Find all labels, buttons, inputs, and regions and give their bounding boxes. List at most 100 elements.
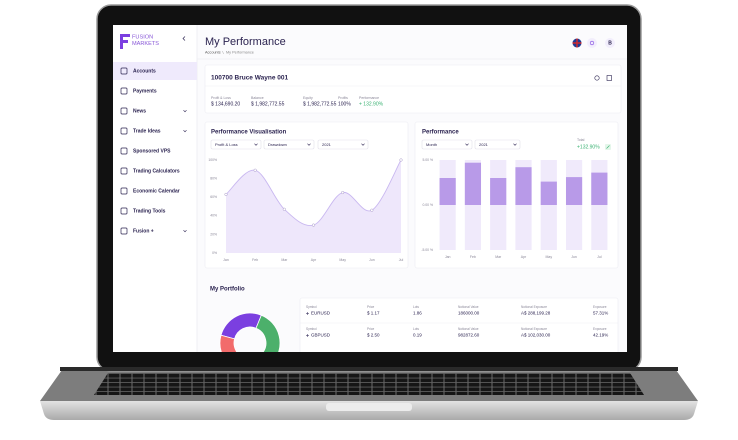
y-tick-label: 0.00 %: [422, 203, 433, 207]
cell-value: $ 2.50: [367, 333, 380, 338]
x-tick-label: Apr: [521, 255, 527, 259]
filter-select[interactable]: [317, 139, 369, 150]
stat-value: 100%: [338, 101, 351, 107]
breadcrumb-current: My Performance: [226, 51, 254, 55]
data-point: [370, 208, 374, 212]
cell-value: 57.31%: [593, 311, 608, 316]
share-icon[interactable]: [594, 75, 600, 81]
chevron-icon: [465, 143, 469, 146]
column-header: Exposure: [593, 327, 607, 331]
x-tick-label: Feb: [252, 258, 258, 262]
nav-item[interactable]: Sponsored VPS: [133, 148, 171, 154]
breadcrumb-link[interactable]: Accounts: [205, 51, 221, 55]
filter-select[interactable]: [421, 139, 473, 150]
nav-icon: [120, 167, 128, 175]
column-header: Price: [367, 327, 374, 331]
cell-value: 186000.00: [458, 311, 480, 316]
x-tick-label: Apr: [311, 258, 317, 262]
nav-active-background: [113, 62, 197, 80]
x-tick-label: Jan: [223, 258, 229, 262]
donut-segment: [255, 314, 281, 352]
filter-select[interactable]: [210, 139, 262, 150]
stat-label: Performance: [359, 96, 379, 100]
card: [299, 297, 619, 352]
nav-icon: [120, 87, 128, 95]
filter-select[interactable]: [474, 139, 521, 150]
bar: [515, 167, 532, 205]
y-tick-label: 40%: [210, 214, 217, 218]
filter-value[interactable]: Profit & Loss: [215, 142, 238, 147]
logo-text: FUSION: [132, 34, 153, 40]
y-tick-label: 0%: [212, 251, 217, 255]
bar: [540, 181, 557, 205]
filter-value[interactable]: Drawdown: [268, 142, 287, 147]
stat-label: Equity: [303, 96, 313, 100]
stat-value: $ 1,982,772.55: [251, 101, 285, 107]
bar: [464, 162, 482, 205]
filter-value[interactable]: 2021: [322, 142, 332, 147]
stat-label: Balance: [251, 96, 264, 100]
logo-text: MARKETS: [132, 41, 159, 47]
y-tick-label: 60%: [210, 195, 217, 199]
column-header: Symbol: [306, 305, 317, 309]
card: [204, 64, 622, 114]
nav-icon: [120, 227, 128, 235]
column-header: Price: [367, 305, 374, 309]
breadcrumb-separator: [222, 50, 224, 55]
avatar-initial: B: [608, 41, 612, 47]
bar: [565, 177, 583, 205]
card-title: Performance Visualisation: [211, 130, 287, 136]
notification-icon: [589, 40, 595, 46]
chevron-icon: [254, 143, 258, 146]
nav-item[interactable]: Payments: [133, 88, 157, 94]
data-point: [253, 168, 257, 172]
filter-value[interactable]: 2021: [479, 142, 489, 147]
stat-value: $ 134,690.20: [211, 101, 240, 107]
filter-select[interactable]: [263, 139, 315, 150]
cell-value: A$ 102,030.00: [521, 333, 551, 338]
chevron-icon: [307, 143, 311, 146]
column-header: Lots: [413, 327, 419, 331]
nav-icon: [120, 107, 128, 115]
nav-item[interactable]: Trading Calculators: [133, 168, 180, 174]
nav-item[interactable]: News: [133, 108, 146, 114]
area-fill: [226, 160, 401, 253]
data-point: [341, 191, 345, 195]
column-header: Symbol: [306, 327, 317, 331]
column-header: Notional Exposure: [521, 305, 547, 309]
nav-item[interactable]: Accounts: [133, 68, 156, 74]
stat-label: Profits: [338, 96, 348, 100]
chevron-icon: [183, 129, 187, 133]
nav-item[interactable]: Trading Tools: [133, 208, 166, 214]
bar: [439, 178, 456, 205]
bar: [490, 178, 507, 205]
total-value: +132.90%: [577, 144, 600, 150]
cell-value: A$ 288,199.28: [521, 311, 551, 316]
nav-item[interactable]: Trade Ideas: [133, 128, 161, 134]
trend-icon: [606, 145, 610, 149]
filter-value[interactable]: Month: [426, 142, 437, 147]
column-header: Exposure: [593, 305, 607, 309]
total-label: Total: [577, 138, 585, 142]
avatar[interactable]: [605, 38, 615, 48]
cell-value: GBPUSD: [311, 333, 331, 338]
nav-item[interactable]: Economic Calendar: [133, 188, 180, 194]
x-tick-label: May: [339, 258, 346, 262]
bar: [591, 172, 608, 205]
collapse-icon[interactable]: [182, 36, 186, 41]
cell-value: 0.19: [413, 333, 422, 338]
nav-item[interactable]: Fusion +: [133, 228, 154, 234]
nav-icon: [120, 187, 128, 195]
x-tick-label: May: [545, 255, 552, 259]
card-title: Performance: [422, 130, 459, 136]
data-point: [311, 223, 316, 227]
logo-icon: [120, 34, 130, 49]
copy-icon[interactable]: [606, 75, 612, 81]
y-tick-label: -5.00 %: [421, 248, 433, 252]
notification-button[interactable]: [587, 38, 597, 48]
cell-value: 1.86: [413, 311, 422, 316]
hinge: [60, 367, 678, 371]
